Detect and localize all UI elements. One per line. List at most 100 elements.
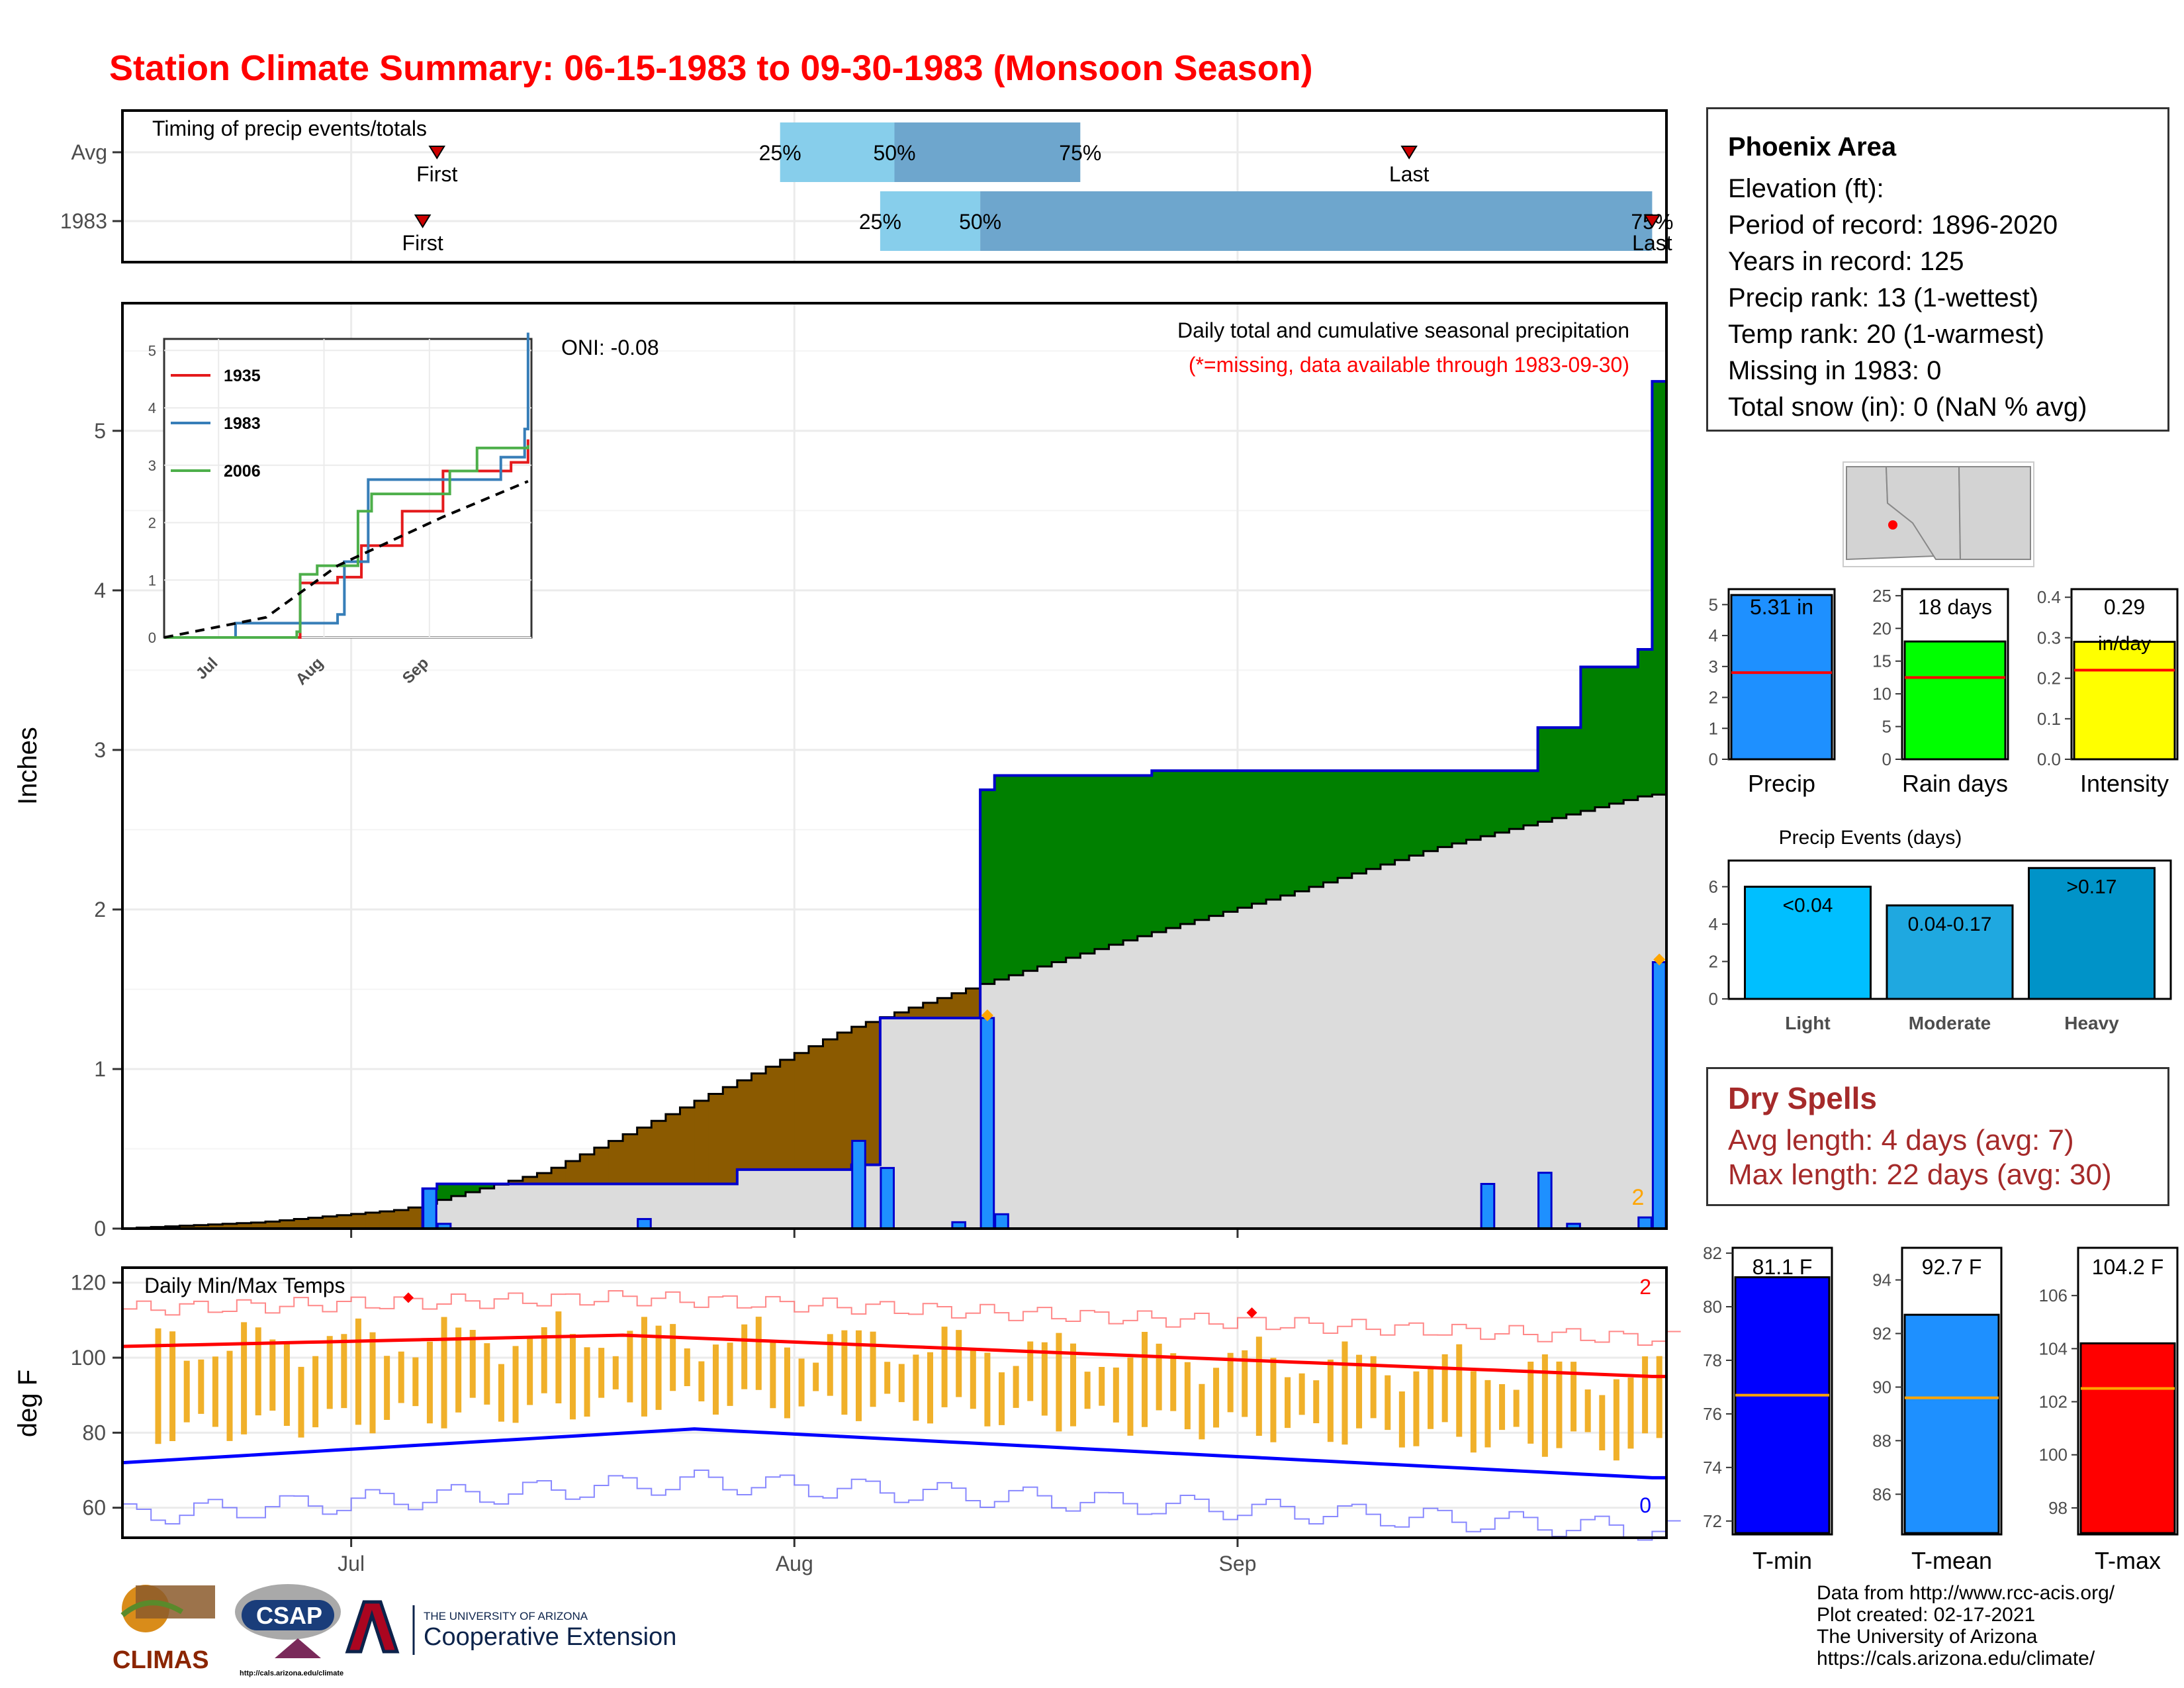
events-bar-label: <0.04 [1783, 895, 1833, 917]
above-normal-area [994, 775, 1009, 980]
summary-ytick-label: 4 [1709, 626, 1718, 645]
above-normal-area [1066, 775, 1081, 958]
normal-area [665, 1184, 681, 1229]
below-normal-area [408, 1207, 424, 1229]
normal-area [637, 1184, 652, 1229]
above-normal-area [451, 1184, 467, 1196]
normal-area [1537, 821, 1553, 1229]
above-normal-area [1580, 667, 1596, 811]
main-frame [121, 302, 1668, 1230]
tempbar-value-label: 104.2 F [2092, 1255, 2164, 1279]
normal-area [1165, 927, 1181, 1229]
tempbar-ytick-label: 78 [1703, 1350, 1722, 1370]
below-normal-area [909, 1008, 924, 1018]
below-normal-area [837, 1032, 852, 1170]
daily-precip-bar [1637, 1216, 1653, 1230]
events-category-label: Heavy [2064, 1013, 2119, 1033]
normal-area [522, 1184, 538, 1229]
normal-area [551, 1184, 567, 1229]
temp-ytick-label: 60 [82, 1496, 106, 1520]
inset-frame [163, 338, 533, 639]
normal-area [1023, 970, 1038, 1229]
climas-text: CLIMAS [113, 1646, 209, 1674]
credit-url: https://cals.arizona.edu/climate/ [1817, 1648, 2095, 1669]
normal-area [608, 1184, 623, 1229]
below-normal-area [394, 1210, 409, 1229]
first-label: First [402, 231, 443, 255]
inset-ytick-label: 2 [148, 515, 156, 532]
above-normal-area [1237, 771, 1253, 908]
above-normal-area [1594, 667, 1610, 808]
normal-area [465, 1192, 480, 1229]
dry-spells-title: Dry Spells [1728, 1081, 1877, 1115]
precip-events-chart: Precip Events (days) <0.04 Light 0.04-0.17 M… [1709, 827, 2172, 1033]
above-normal-area [1466, 771, 1481, 840]
events-category-label: Moderate [1909, 1013, 1991, 1033]
normal-area [437, 1199, 452, 1229]
daily-precip-bar [851, 1139, 866, 1230]
timing-title: Timing of precip events/totals [152, 117, 427, 140]
main-ytick-label: 1 [94, 1057, 106, 1081]
normal-area [1080, 953, 1095, 1229]
above-normal-area [1480, 771, 1496, 837]
events-bar-label: 0.04-0.17 [1908, 914, 1992, 935]
daily-precip-bar [1537, 1172, 1553, 1230]
normal-area [1195, 919, 1210, 1229]
above-normal-area [1109, 775, 1124, 945]
below-normal-area [637, 1127, 652, 1184]
summary-value-label: 18 days [1918, 595, 1992, 619]
record-max-line [122, 1290, 1681, 1346]
temp-ytick-label: 100 [71, 1346, 106, 1370]
above-normal-area [1566, 727, 1581, 815]
inset-ytick-label: 0 [148, 630, 156, 646]
temp-ylabel: deg F [13, 1370, 42, 1437]
summary-value-bar [2073, 641, 2176, 761]
below-normal-area [737, 1080, 752, 1170]
below-normal-area [651, 1121, 666, 1184]
normal-area [1351, 873, 1367, 1229]
summary-ytick-label: 25 [1872, 586, 1891, 606]
above-normal-area [1523, 771, 1539, 825]
above-normal-area [1380, 771, 1396, 865]
missing-count: 2 [1632, 1185, 1645, 1210]
summary-value-unit: in/day [2098, 633, 2151, 655]
below-normal-area [522, 1176, 538, 1184]
below-normal-area [279, 1220, 295, 1229]
daily-precip-bar [422, 1188, 437, 1230]
above-normal-area [1494, 771, 1510, 833]
last-label: Last [1389, 162, 1430, 186]
timing-row-label: 1983 [60, 209, 107, 233]
summary-ytick-label: 0 [1882, 749, 1891, 769]
normal-area [1423, 851, 1438, 1229]
tempbar-ytick-label: 86 [1872, 1484, 1891, 1504]
normal-area [1323, 882, 1338, 1229]
daily-precip-bar [1651, 961, 1667, 1230]
timing-pct-label: 50% [959, 210, 1001, 234]
dry-spells-avg: Avg length: 4 days (avg: 7) [1728, 1124, 2074, 1156]
below-normal-area [251, 1222, 266, 1229]
normal-area [1380, 864, 1396, 1229]
tempbar-ytick-label: 72 [1703, 1511, 1722, 1531]
normal-area [1295, 891, 1310, 1229]
temp-count-max: 2 [1639, 1275, 1651, 1299]
above-normal-area [1537, 727, 1553, 822]
temp-xtick-label: Sep [1218, 1552, 1256, 1575]
above-normal-area [1623, 667, 1639, 800]
above-normal-area [1637, 649, 1653, 797]
record-max-marker [1246, 1307, 1257, 1318]
summary-ytick-label: 2 [1709, 688, 1718, 708]
station-years: Years in record: 125 [1728, 247, 1964, 276]
main-ytick-label: 3 [94, 738, 106, 762]
events-ytick-label: 6 [1709, 877, 1718, 897]
tempbar-ytick-label: 94 [1872, 1270, 1891, 1290]
timing-bar-50-75 [894, 122, 1081, 182]
events-bar [1744, 886, 1872, 1000]
summary-value-bar [1903, 640, 2007, 761]
below-normal-area [951, 993, 967, 1018]
below-normal-area [694, 1100, 709, 1184]
tempbar-ytick-label: 80 [1703, 1297, 1722, 1317]
tempbar-ytick-label: 102 [2039, 1392, 2068, 1412]
above-normal-area [1195, 771, 1210, 920]
daily-precip-bar [637, 1218, 652, 1230]
above-normal-area [1251, 771, 1267, 904]
